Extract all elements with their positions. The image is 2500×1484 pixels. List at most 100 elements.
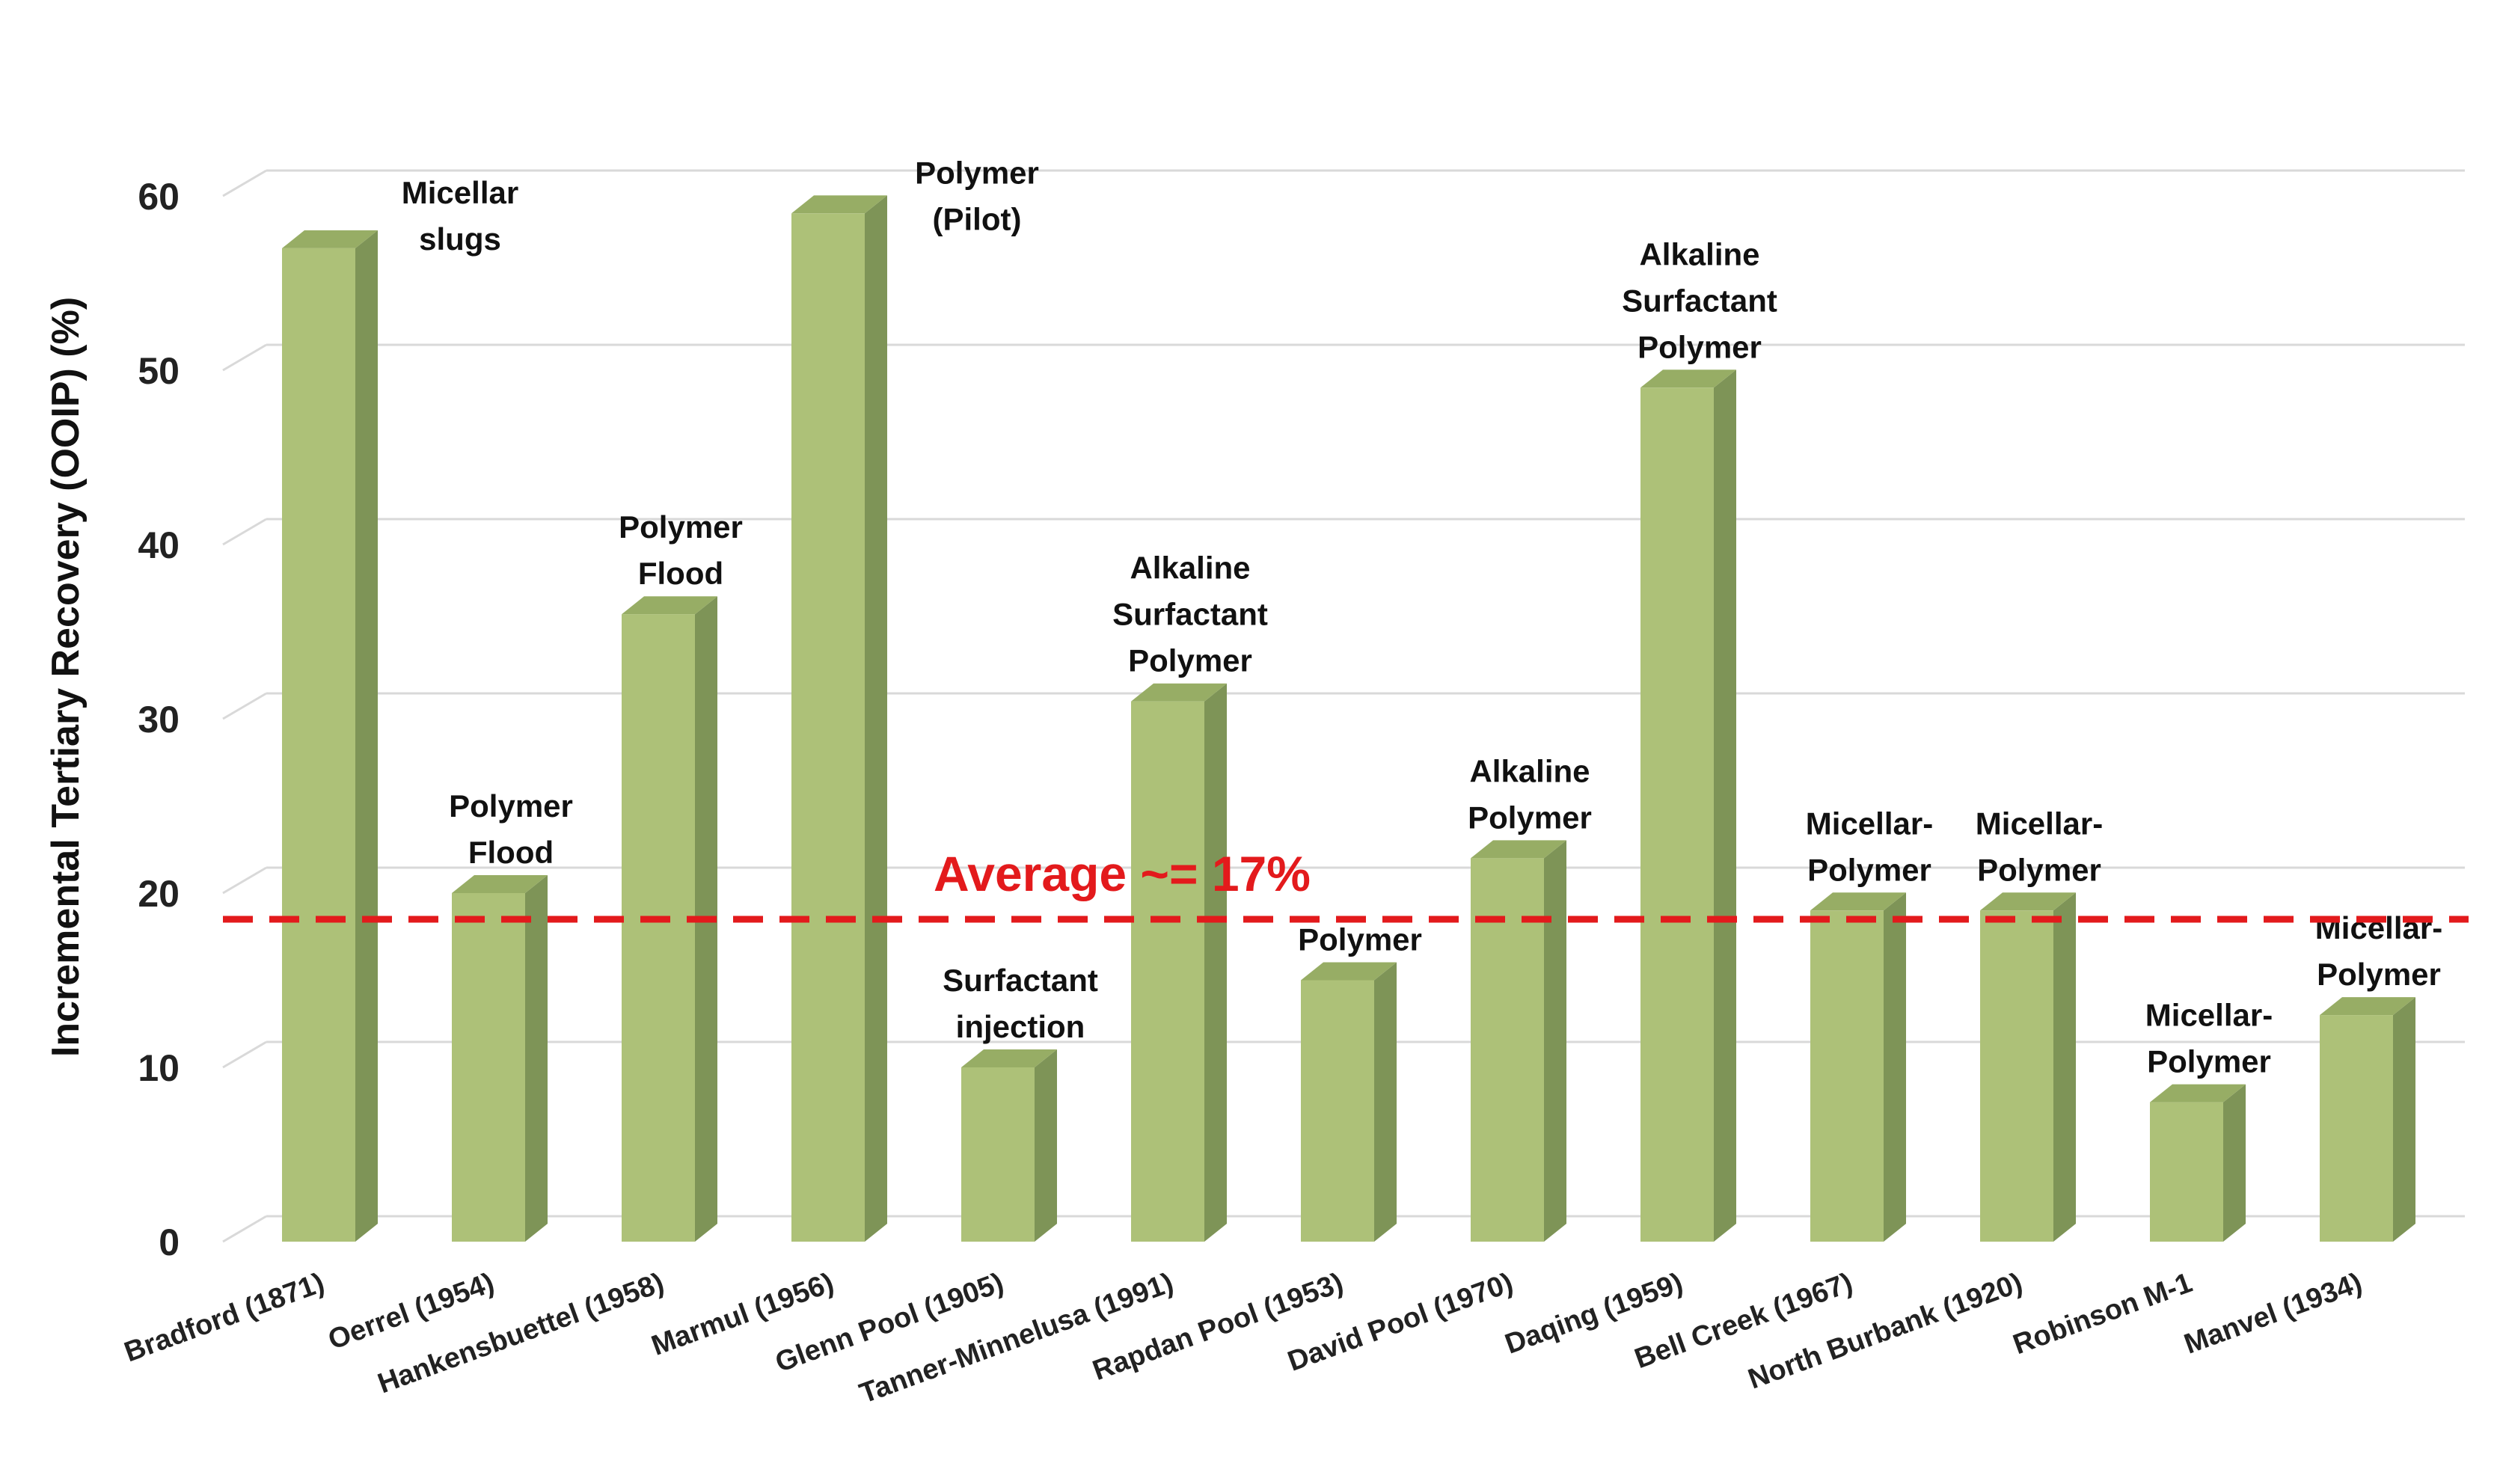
bar-side xyxy=(865,195,887,1242)
bar-annotation-line: Polymer xyxy=(1468,800,1592,835)
bar xyxy=(1980,910,2053,1242)
bar-annotation: Micellar- Polymer xyxy=(1806,806,1933,887)
bar-annotation: Alkaline Surfactant Polymer xyxy=(1622,236,1777,364)
bar-annotation-line: Polymer xyxy=(1637,329,1762,364)
bar-top xyxy=(2150,1084,2246,1103)
y-tick-label: 20 xyxy=(138,873,180,915)
x-tick-label: Bradford (1871) xyxy=(120,1267,328,1369)
bar-annotation-line: Alkaline xyxy=(1639,236,1759,272)
bar-annotation: Polymer Flood xyxy=(449,788,573,870)
bar-side xyxy=(1714,370,1736,1242)
y-axis-ticks: 0 10 20 30 40 50 60 xyxy=(138,176,180,1263)
bar-side xyxy=(2393,997,2415,1242)
bar-annotation: Micellar- Polymer xyxy=(1976,806,2103,887)
bar-top xyxy=(1131,683,1227,702)
bar xyxy=(622,614,695,1242)
bar-annotation: Surfactant injection xyxy=(943,963,1098,1044)
gridline-slant xyxy=(222,169,267,197)
bar-annotation: Polymer Flood xyxy=(619,509,743,591)
bars xyxy=(282,195,2415,1242)
bar xyxy=(452,893,525,1242)
bar xyxy=(2150,1102,2223,1242)
gridline-slant xyxy=(222,1215,267,1243)
bar-top xyxy=(1640,370,1736,388)
bar-annotation-line: Surfactant xyxy=(1622,283,1777,318)
bar-annotation-line: Polymer xyxy=(1807,852,1931,887)
y-tick-label: 50 xyxy=(138,350,180,392)
bar-annotation: Polymer (Pilot) xyxy=(915,155,1039,236)
bar-top xyxy=(1301,962,1397,981)
bar-annotation-line: Alkaline xyxy=(1130,551,1250,586)
bar-side xyxy=(1544,840,1566,1242)
bar-side xyxy=(2223,1084,2246,1242)
bar-annotation-line: Micellar xyxy=(402,175,518,210)
bar-side xyxy=(1204,683,1227,1242)
bar-annotation-line: Polymer xyxy=(915,155,1039,190)
bar-side xyxy=(355,230,378,1242)
x-tick-label: Tanner-Minnelusa (1991) xyxy=(856,1267,1177,1410)
bar-annotation-line: Micellar- xyxy=(2315,910,2442,945)
bar-annotation-line: (Pilot) xyxy=(933,201,1022,236)
gridline-slant xyxy=(222,1040,267,1069)
bar-annotation-line: Micellar- xyxy=(1806,806,1933,841)
bar xyxy=(282,248,355,1242)
bar-annotation-line: Polymer xyxy=(1977,852,2101,887)
bar-annotation-line: Polymer xyxy=(1298,922,1422,957)
bar xyxy=(1810,910,1884,1242)
bar-annotation-line: Micellar- xyxy=(1976,806,2103,841)
bar-annotation-line: Alkaline xyxy=(1469,753,1590,788)
bar-side xyxy=(525,875,548,1242)
bar-annotation-line: Polymer xyxy=(619,509,743,545)
bar-annotation-line: Polymer xyxy=(1128,643,1252,678)
gridline-slant xyxy=(222,518,267,546)
bar-top xyxy=(961,1049,1057,1067)
bar-top xyxy=(622,596,717,615)
average-label: Average ~= 17% xyxy=(934,846,1311,901)
bar-annotation: Alkaline Surfactant Polymer xyxy=(1112,551,1268,678)
y-tick-label: 10 xyxy=(138,1047,180,1089)
gridline-slant xyxy=(222,866,267,895)
bar xyxy=(961,1067,1035,1242)
bar-side xyxy=(1035,1049,1057,1242)
x-tick-label: Hankensbuettel (1958) xyxy=(374,1267,668,1399)
bar-annotation-line: Polymer xyxy=(2317,957,2441,992)
x-tick-label: Robinson M-1 xyxy=(2009,1267,2196,1361)
bar-annotation: Micellar slugs xyxy=(402,175,518,257)
x-tick-label: North Burbank (1920) xyxy=(1744,1267,2026,1396)
bar-annotation-line: Micellar- xyxy=(2145,998,2273,1033)
y-tick-label: 30 xyxy=(138,699,180,741)
bar-annotation-line: slugs xyxy=(419,221,501,257)
x-tick-label: Manvel (1934) xyxy=(2181,1267,2367,1361)
bar-side xyxy=(1374,962,1397,1242)
bar-annotation-line: injection xyxy=(956,1009,1085,1044)
bar-annotation-line: Surfactant xyxy=(1112,597,1268,632)
bar-annotation: Alkaline Polymer xyxy=(1468,753,1592,835)
bar-top xyxy=(1810,892,1906,911)
bar xyxy=(1471,858,1544,1242)
gridline-slant xyxy=(222,343,267,372)
bar-annotation-line: Polymer xyxy=(449,788,573,824)
bar xyxy=(791,213,865,1242)
bar-annotation: Micellar- Polymer xyxy=(2145,998,2273,1079)
bar-annotation-line: Surfactant xyxy=(943,963,1098,998)
bar-side xyxy=(1884,892,1906,1242)
bar-top xyxy=(452,875,548,893)
bar-top xyxy=(282,230,378,248)
bar xyxy=(1640,387,1714,1242)
bar-top xyxy=(1980,892,2076,911)
bar-top xyxy=(2320,997,2415,1016)
bar-annotation-line: Flood xyxy=(638,556,723,591)
gridline-slant xyxy=(222,692,267,720)
bar xyxy=(1131,701,1204,1242)
y-axis-title: Incremental Tertiary Recovery (OOIP) (%) xyxy=(44,297,88,1057)
bar-side xyxy=(2053,892,2076,1242)
bar-top xyxy=(791,195,887,214)
y-tick-label: 0 xyxy=(159,1221,180,1263)
y-tick-label: 40 xyxy=(138,524,180,566)
bar-annotation: Polymer xyxy=(1298,922,1422,957)
y-tick-label: 60 xyxy=(138,176,180,218)
x-axis-labels: Bradford (1871)Oerrel (1954)Hankensbuett… xyxy=(120,1267,2366,1410)
bar xyxy=(1301,980,1374,1242)
